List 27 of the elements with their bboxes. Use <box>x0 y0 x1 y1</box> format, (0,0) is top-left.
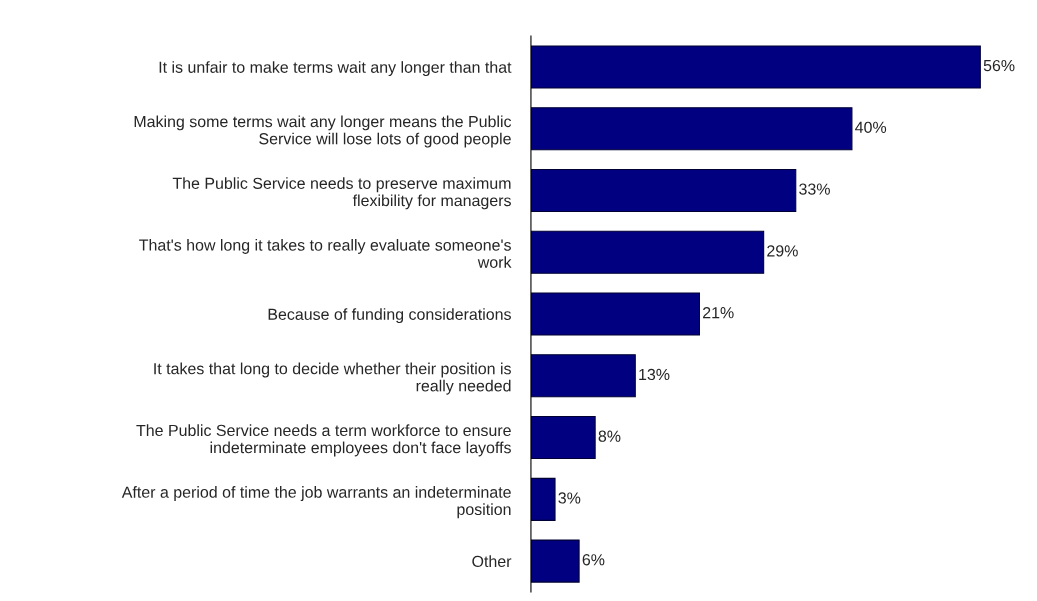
data-label: 33% <box>799 183 830 195</box>
bar <box>530 539 580 583</box>
data-label: 29% <box>767 245 798 257</box>
bar <box>530 168 797 213</box>
data-label: 8% <box>598 430 621 442</box>
y-tick-label: Because of funding considerations <box>268 308 511 324</box>
y-tick-label: After a period of time the job warrants an indeterminate position <box>121 486 511 519</box>
data-label: 3% <box>558 492 581 504</box>
bar <box>530 107 853 151</box>
y-tick-label: The Public Service needs a term workforce to ensure indeterminate employees don't face layoffs <box>136 424 511 457</box>
bar <box>530 354 636 398</box>
y-tick-label: It is unfair to make terms wait any longer than that <box>159 61 512 77</box>
data-label: 13% <box>639 368 670 381</box>
y-tick-label: Making some terms wait any longer means the Public Service will lose lots of good people <box>134 115 512 148</box>
bar <box>530 477 556 521</box>
y-tick-label: Other <box>472 555 512 568</box>
bar <box>530 45 981 89</box>
y-tick-label: The Public Service needs to preserve maximum flexibility for managers <box>172 177 511 210</box>
y-tick-label: That's how long it takes to really evaluate someone's work <box>139 239 512 268</box>
bar <box>530 292 701 336</box>
data-label: 40% <box>855 121 887 133</box>
bar <box>530 416 596 460</box>
data-label: 56% <box>983 59 1015 72</box>
data-label: 21% <box>703 307 734 319</box>
data-label: 6% <box>582 554 605 566</box>
bar <box>530 230 765 274</box>
y-tick-label: It takes that long to decide whether their position is really needed <box>154 362 511 395</box>
